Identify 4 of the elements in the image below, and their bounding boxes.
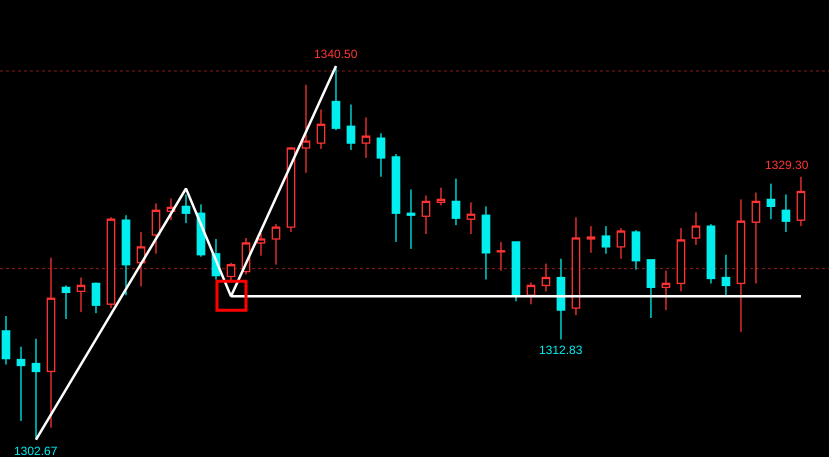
annotation: 1329.30 <box>765 158 809 172</box>
text: 1340.50 <box>314 47 358 61</box>
text: 1302.67 <box>14 444 58 457</box>
annotation: 1312.83 <box>539 343 583 357</box>
